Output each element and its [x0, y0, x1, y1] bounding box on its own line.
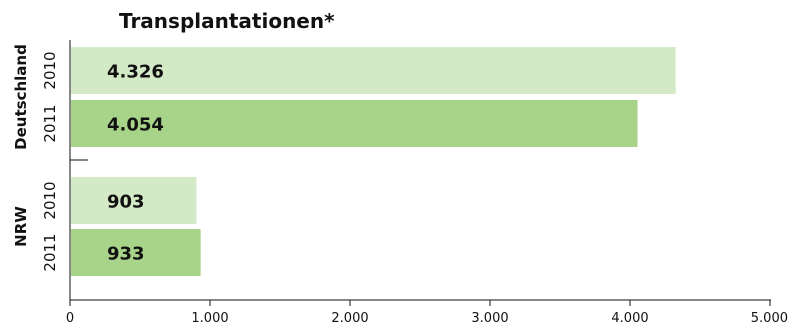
x-ticks-layer: 0 1.000 2.000 3.000 4.000 5.000: [66, 300, 788, 326]
year-label-nrw-2011: 2011: [41, 233, 59, 271]
x-tick-label-4: 4.000: [611, 311, 648, 326]
bar-nrw-2010: [71, 177, 197, 224]
group-label-nrw: NRW: [12, 206, 30, 247]
x-tick-label-3: 3.000: [471, 311, 508, 326]
bar-value-label-nrw-2011: 933: [107, 244, 145, 265]
year-label-deutschland-2010: 2010: [41, 51, 59, 89]
x-tick-label-0: 0: [66, 311, 74, 326]
year-label-nrw-2010: 2010: [41, 181, 59, 219]
bar-deutschland-2011: [71, 100, 638, 147]
x-tick-label-1: 1.000: [191, 311, 228, 326]
group-label-deutschland: Deutschland: [12, 44, 30, 150]
bar-value-label-deutschland-2010: 4.326: [107, 62, 164, 83]
x-tick-label-2: 2.000: [331, 311, 368, 326]
x-tick-label-5: 5.000: [751, 311, 788, 326]
chart-title: Transplantationen*: [119, 9, 335, 33]
category-labels-layer: 2010 2011 Deutschland 2010 2011 NRW: [12, 44, 59, 271]
bar-value-label-deutschland-2011: 4.054: [107, 115, 164, 136]
bar-value-label-nrw-2010: 903: [107, 192, 145, 213]
bar-deutschland-2010: [71, 47, 676, 94]
year-label-deutschland-2011: 2011: [41, 104, 59, 142]
bars-layer: 4.326 4.054 903 933: [71, 47, 676, 276]
bar-nrw-2011: [71, 229, 201, 276]
